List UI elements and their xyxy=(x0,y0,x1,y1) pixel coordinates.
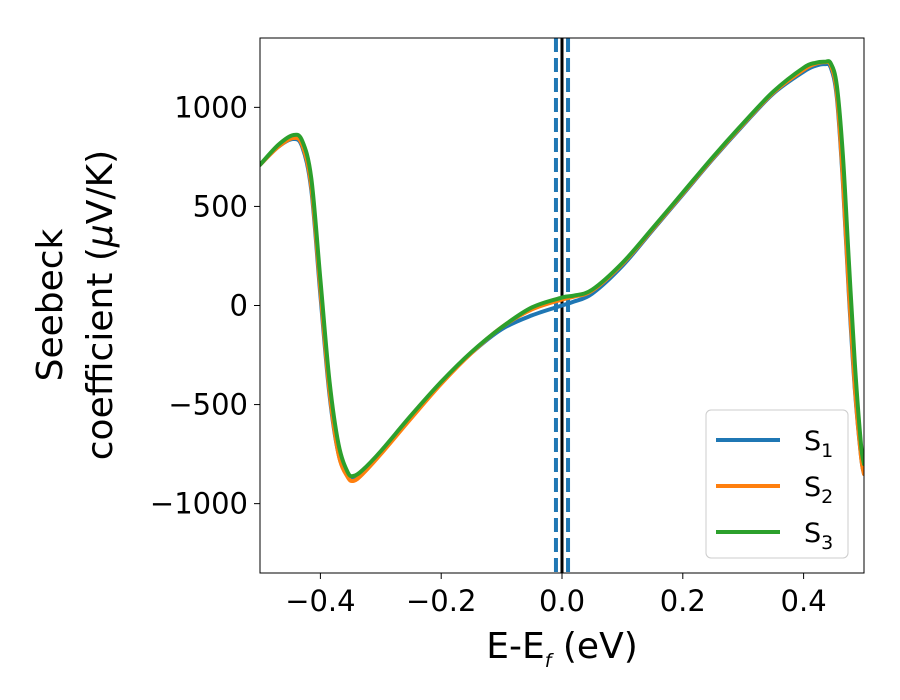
x-tick-label: −0.4 xyxy=(285,584,355,618)
y-axis-title-suffix: V/K) xyxy=(80,150,121,224)
series-line-s3 xyxy=(260,59,864,479)
x-tick-label: 0.2 xyxy=(660,584,706,618)
legend-label-main: S xyxy=(804,518,821,549)
legend-label-s3: S3 xyxy=(804,518,833,554)
y-tick-label: 0 xyxy=(230,289,248,323)
legend-label-main: S xyxy=(804,426,821,457)
x-axis-title-subscript: f xyxy=(545,650,555,672)
y-axis-title-mu: μ xyxy=(80,224,121,248)
y-axis-title-line1: Seebeck xyxy=(30,228,71,381)
legend-label-subscript: 3 xyxy=(821,532,833,554)
x-tick-label: −0.2 xyxy=(406,584,476,618)
legend-label-s2: S2 xyxy=(804,472,833,508)
y-tick-label: −500 xyxy=(168,388,248,422)
y-axis-title-prefix: coefficient ( xyxy=(80,247,121,460)
y-tick-label: 1000 xyxy=(174,90,248,124)
y-axis-title-line2: coefficient (μV/K) xyxy=(80,150,121,460)
legend-label-main: S xyxy=(804,472,821,503)
y-tick-label: 500 xyxy=(193,189,248,223)
series-group xyxy=(260,59,864,484)
x-axis-title-main: E-E xyxy=(486,626,544,667)
x-tick-label: 0.4 xyxy=(781,584,827,618)
legend-label-s1: S1 xyxy=(804,426,833,462)
y-tick-label: −1000 xyxy=(150,487,248,521)
legend-label-subscript: 1 xyxy=(821,440,833,462)
x-axis-ticks: −0.4 −0.2 0.0 0.2 0.4 xyxy=(285,573,827,618)
x-tick-label: 0.0 xyxy=(539,584,585,618)
x-axis-title: E-Ef (eV) xyxy=(486,626,638,672)
x-axis-title-unit: (eV) xyxy=(551,626,637,667)
y-axis-ticks: −1000 −500 0 500 1000 xyxy=(150,90,260,521)
legend-label-subscript: 2 xyxy=(821,486,833,508)
